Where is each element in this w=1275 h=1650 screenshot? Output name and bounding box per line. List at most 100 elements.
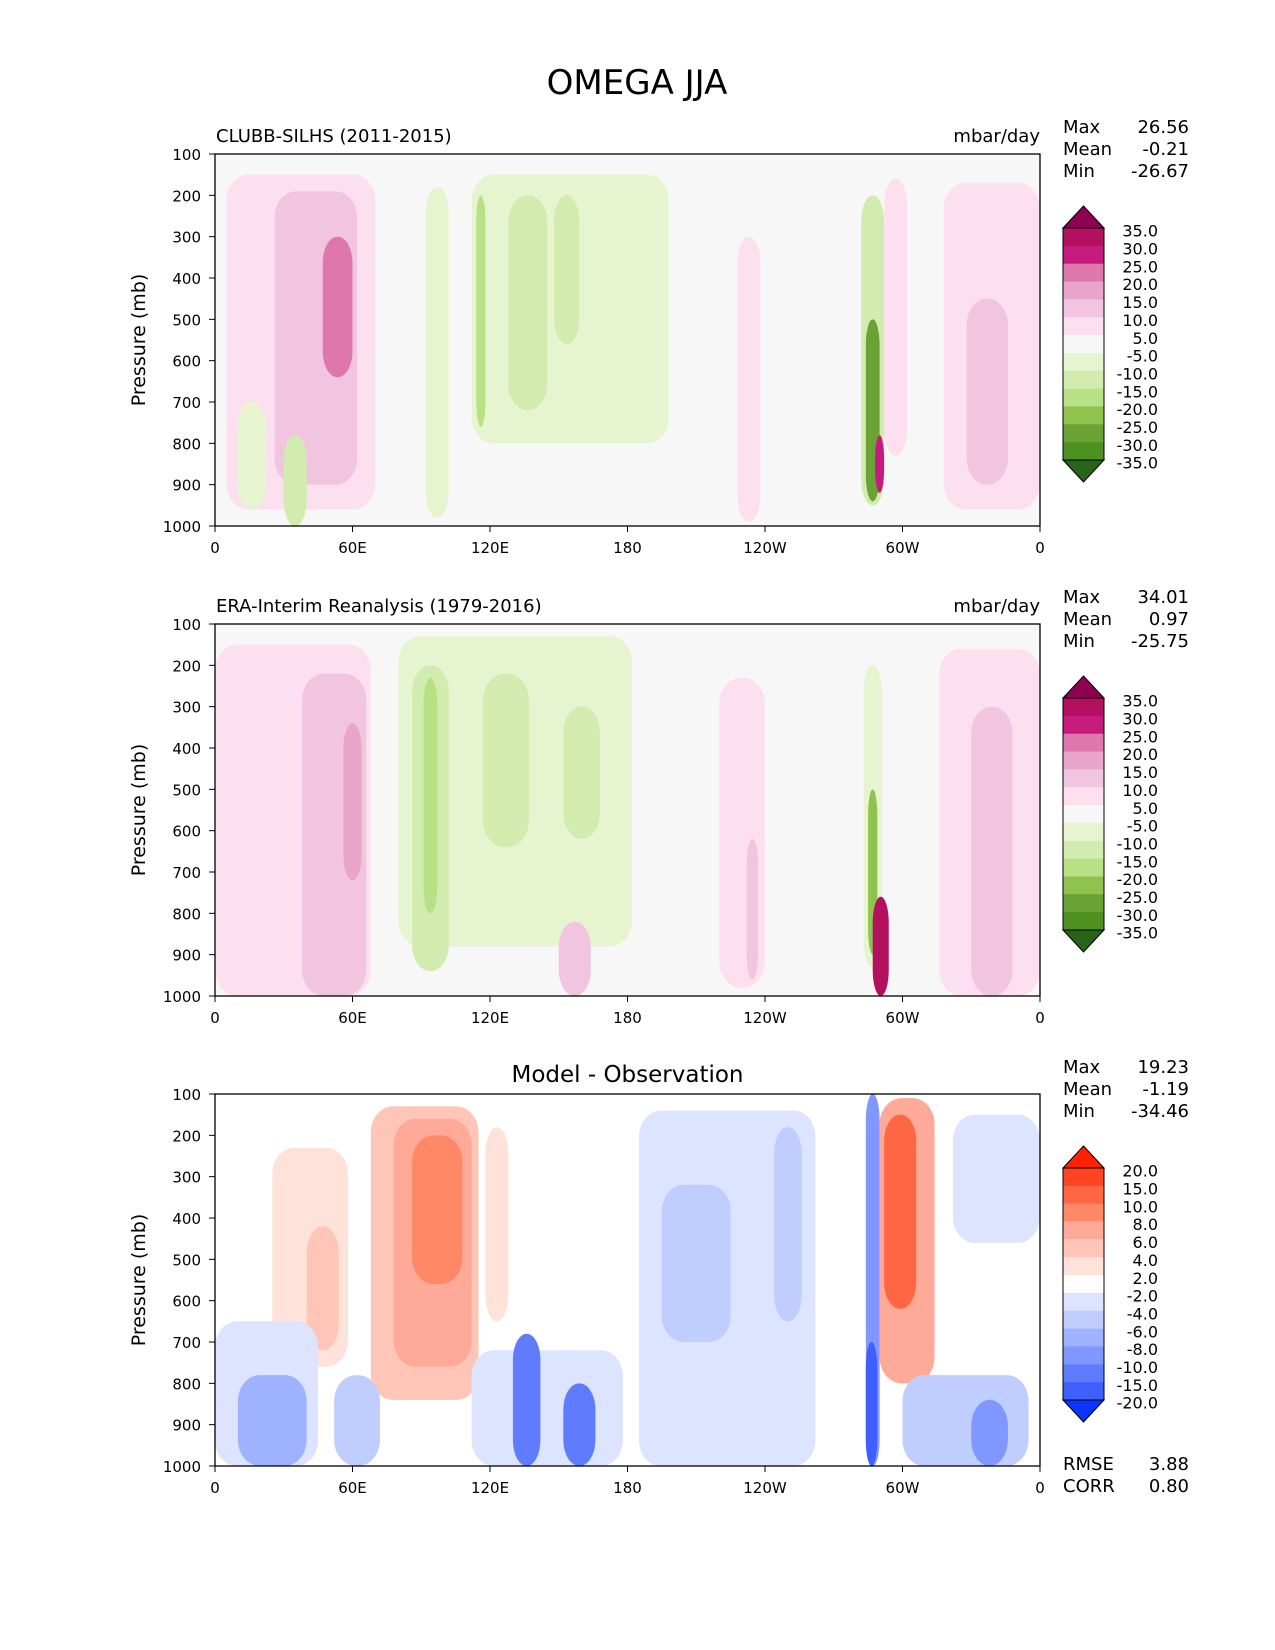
colorbar-swatch [1063,388,1104,407]
colorbar-label: 20.0 [1122,745,1158,764]
contour-region [563,706,600,839]
colorbar-label: 15.0 [1122,293,1158,312]
y-tick-label: 600 [172,1293,201,1311]
contour-region [508,195,548,411]
contour-region [558,921,591,996]
contour-region [865,1342,878,1466]
colorbar-swatch [1063,858,1104,877]
colorbar-label: -15.0 [1117,382,1158,401]
stat-label-max: Max [1063,1057,1101,1078]
stat-value-max: 34.01 [1137,587,1189,608]
contour-region [875,435,885,493]
units-label: mbar/day [953,596,1040,617]
colorbar-frame [1062,1167,1105,1401]
stat-value-mean: 0.97 [1149,609,1189,630]
x-tick-label: 120E [471,1479,509,1497]
colorbar-label: -30.0 [1117,436,1158,455]
x-tick-label: 180 [613,539,642,557]
colorbar-label: -2.0 [1127,1287,1158,1306]
colorbar-label: 20.0 [1122,1162,1158,1181]
colorbar-swatch [1063,352,1104,372]
colorbar-swatch [1063,1328,1104,1347]
contour-region [283,435,307,526]
contour-field-difference [215,1094,1040,1466]
y-tick-label: 500 [172,781,201,799]
y-axis-label: Pressure (mb) [128,274,150,407]
x-tick-label: 120E [471,539,509,557]
stat-label-max: Max [1063,117,1101,138]
contour-region [737,236,761,522]
x-tick-label: 60E [338,539,367,557]
x-tick-label: 60W [886,1479,920,1497]
y-tick-label: 100 [172,146,201,164]
x-tick-label: 0 [210,539,220,557]
panel-title: CLUBB-SILHS (2011-2015) [216,126,452,147]
colorbar-label: -10.0 [1117,834,1158,853]
colorbar-label: 20.0 [1122,275,1158,294]
contour-region [746,838,759,980]
colorbar-label: 35.0 [1122,222,1158,241]
contour-region [971,706,1013,996]
contour-region [471,1350,623,1466]
x-tick-label: 120W [743,539,787,557]
y-tick-label: 700 [172,864,201,882]
colorbar-frame [1062,227,1105,461]
stat-value-min: -34.46 [1131,1101,1189,1122]
y-tick-label: 100 [172,1086,201,1104]
y-tick-label: 300 [172,699,201,717]
x-tick-label: 180 [613,1009,642,1027]
stat-label-mean: Mean [1063,139,1112,160]
panel-test: 100 200 300 400 500 600 700 800 900 1000 0 60E 120E 1… [128,117,1189,557]
y-tick-label: 600 [172,823,201,841]
contour-region [952,1114,1040,1243]
colorbar-label: 2.0 [1133,1269,1158,1288]
figure-title: OMEGA JJA [547,63,728,103]
colorbar-label: 30.0 [1122,240,1158,259]
contour-region [774,1127,802,1322]
x-tick-label: 60W [886,539,920,557]
contour-region [563,1383,596,1466]
colorbar-label: 25.0 [1122,727,1158,746]
colorbar-swatch [1063,442,1104,461]
y-tick-label: 500 [172,311,201,329]
colorbar-label: 30.0 [1122,710,1158,729]
stat-label-rmse: RMSE [1063,1454,1114,1475]
colorbar-label: -6.0 [1127,1322,1158,1341]
x-tick-label: 0 [210,1479,220,1497]
y-tick-label: 600 [172,353,201,371]
colorbar-label: -4.0 [1127,1304,1158,1323]
y-tick-label: 400 [172,740,201,758]
stat-label-min: Min [1063,631,1095,652]
stat-label-mean: Mean [1063,1079,1112,1100]
contour-region [884,178,908,456]
x-tick-label: 120W [743,1009,787,1027]
x-tick-label: 0 [1035,539,1045,557]
colorbar-swatch [1063,1185,1104,1205]
y-tick-label: 700 [172,1334,201,1352]
panel-title: ERA-Interim Reanalysis (1979-2016) [216,596,542,617]
stat-value-max: 19.23 [1137,1057,1189,1078]
contour-region [343,723,362,881]
colorbar-test: 35.030.025.020.015.010.05.0-5.0-10.0-15.… [1061,205,1158,483]
contour-region [425,187,449,518]
colorbar-label: -10.0 [1117,1358,1158,1377]
colorbar-swatch [1063,751,1104,770]
contour-region [884,1114,917,1309]
contour-region [512,1333,541,1466]
colorbar-label: -25.0 [1117,418,1158,437]
contour-field-test [226,174,1040,526]
colorbar-swatch [1063,769,1104,788]
colorbar-label: 6.0 [1133,1233,1158,1252]
colorbar-swatch [1063,894,1104,913]
panel-difference: 100 200 300 400 500 600 700 800 900 1000 0 60E 120E 1… [128,1057,1189,1497]
contour-region [902,1375,1029,1466]
stat-label-min: Min [1063,1101,1095,1122]
stat-value-min: -25.75 [1131,631,1189,652]
stat-label-min: Min [1063,161,1095,182]
y-tick-label: 200 [172,187,201,205]
stat-label-mean: Mean [1063,609,1112,630]
x-tick-label: 60W [886,1009,920,1027]
colorbar-label: -5.0 [1127,347,1158,366]
colorbar-swatch [1063,245,1104,265]
colorbar-label: -30.0 [1117,906,1158,925]
